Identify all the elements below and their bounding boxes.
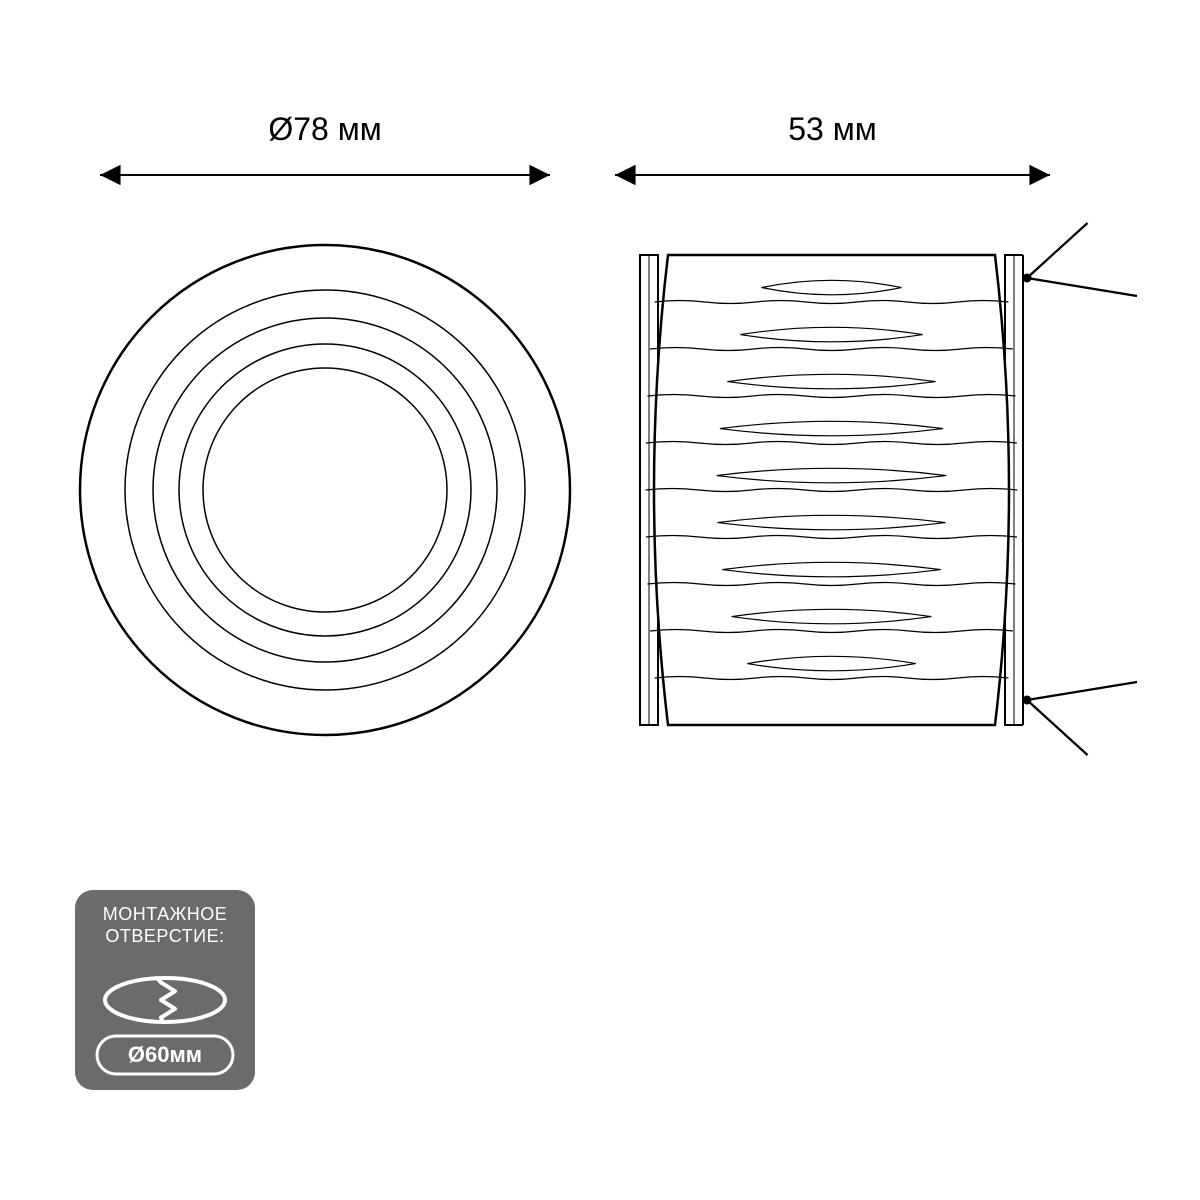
badge-line1: МОНТАЖНОЕ xyxy=(103,904,228,924)
mounting-hole-badge: МОНТАЖНОЕОТВЕРСТИЕ: Ø60мм xyxy=(75,890,255,1090)
badge-line2: ОТВЕРСТИЕ: xyxy=(105,926,224,946)
side-view xyxy=(640,223,1183,795)
dimension-diameter: Ø78 мм xyxy=(100,111,550,175)
height-label: 53 мм xyxy=(788,111,876,147)
diameter-label: Ø78 мм xyxy=(268,111,381,147)
dimension-height: 53 мм xyxy=(615,111,1050,175)
badge-diameter: Ø60мм xyxy=(128,1042,202,1067)
front-view xyxy=(80,245,570,735)
